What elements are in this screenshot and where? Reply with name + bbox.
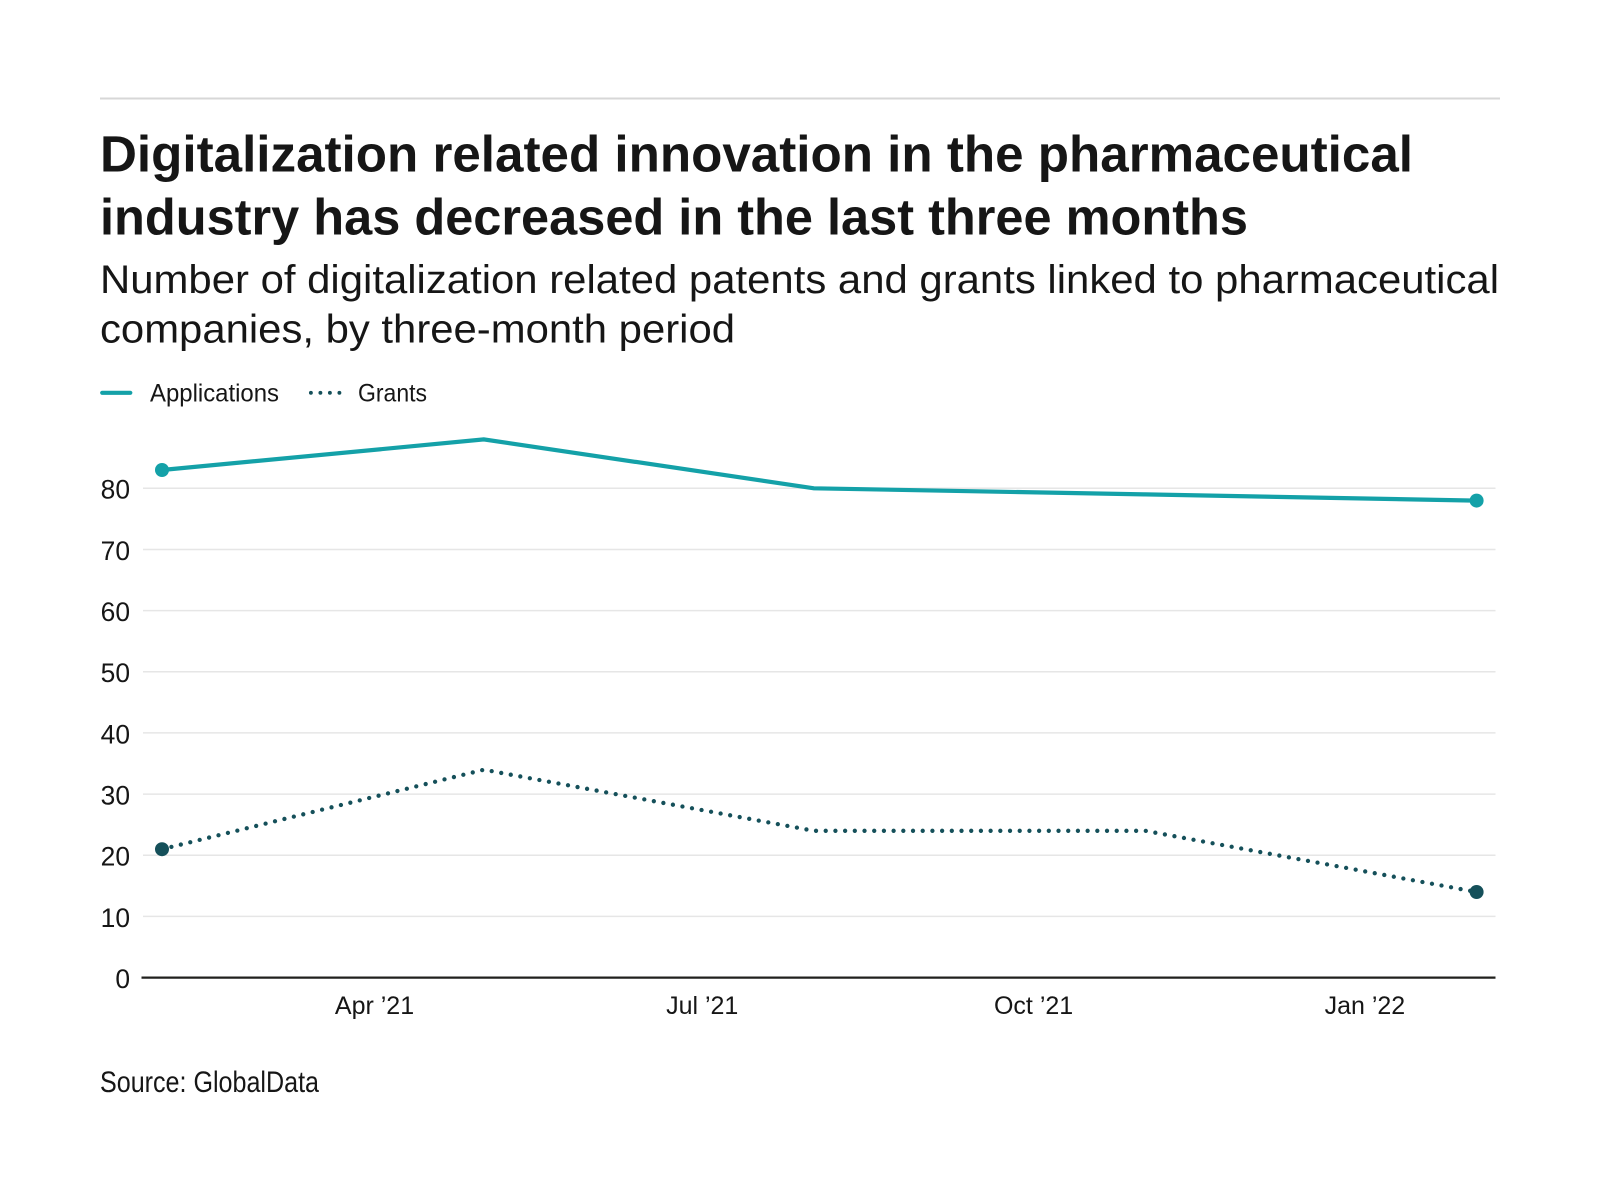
svg-text:Apr ’21: Apr ’21 <box>335 992 414 1020</box>
svg-text:Jul ’21: Jul ’21 <box>666 992 738 1020</box>
svg-text:60: 60 <box>101 597 130 627</box>
svg-text:80: 80 <box>101 475 130 505</box>
svg-text:Jan ’22: Jan ’22 <box>1325 992 1406 1020</box>
svg-text:Applications: Applications <box>150 381 279 408</box>
svg-text:Oct ’21: Oct ’21 <box>994 992 1073 1020</box>
svg-text:50: 50 <box>101 658 130 688</box>
svg-text:Number of digitalization relat: Number of digitalization related patents… <box>100 257 1499 302</box>
svg-text:70: 70 <box>101 536 130 566</box>
svg-text:30: 30 <box>101 781 130 811</box>
svg-text:industry has decreased in the: industry has decreased in the last three… <box>100 189 1248 246</box>
svg-text:10: 10 <box>101 903 130 933</box>
svg-text:40: 40 <box>101 719 130 749</box>
svg-text:Source: GlobalData: Source: GlobalData <box>100 1066 320 1099</box>
svg-text:Digitalization related innovat: Digitalization related innovation in the… <box>100 125 1413 182</box>
svg-text:20: 20 <box>101 842 130 872</box>
svg-text:0: 0 <box>115 964 130 994</box>
svg-text:Grants: Grants <box>358 381 427 408</box>
svg-text:companies, by three-month peri: companies, by three-month period <box>100 307 735 352</box>
